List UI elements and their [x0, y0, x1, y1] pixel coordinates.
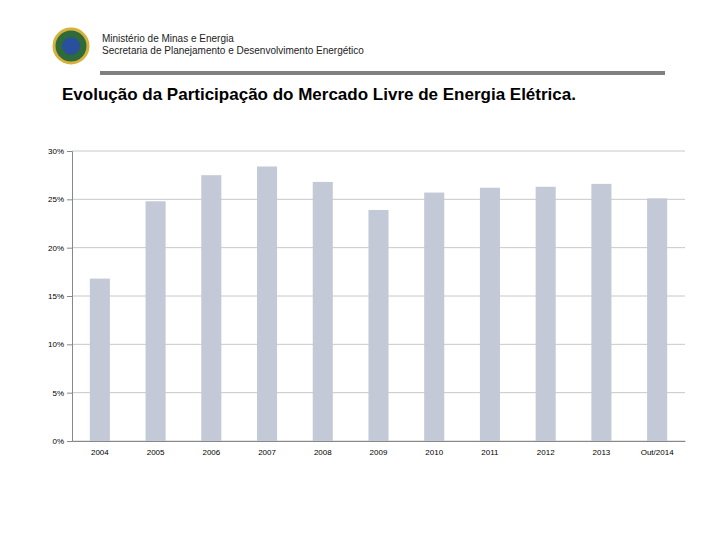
- x-tick-label: 2005: [147, 448, 165, 457]
- x-tick: 2012: [537, 441, 555, 457]
- emblem-center: [62, 37, 80, 55]
- x-axis-line: [73, 441, 686, 442]
- x-tick-label: 2008: [314, 448, 332, 457]
- bar: [146, 201, 166, 441]
- y-tick-mark: [67, 199, 72, 200]
- bar: [591, 184, 611, 441]
- chart-svg: Ministério de Minas e EnergiaSecretaria …: [0, 0, 720, 540]
- x-tick-label: 2010: [425, 448, 443, 457]
- y-tick: 15%: [48, 292, 72, 301]
- y-tick: 25%: [48, 195, 72, 204]
- y-tick-mark: [67, 344, 72, 345]
- x-tick: 2009: [370, 441, 388, 457]
- y-tick-label: 20%: [48, 244, 64, 253]
- x-tick: 2005: [147, 441, 165, 457]
- bar: [480, 188, 500, 441]
- y-tick-mark: [67, 296, 72, 297]
- y-tick-label: 5%: [52, 389, 64, 398]
- y-tick: 10%: [48, 340, 72, 349]
- x-tick-label: 2012: [537, 448, 555, 457]
- x-tick: 2006: [202, 441, 220, 457]
- y-tick-mark: [67, 151, 72, 152]
- bars: [90, 166, 667, 441]
- x-tick: 2011: [481, 441, 499, 457]
- emblem: [54, 29, 88, 63]
- grid: [72, 151, 685, 441]
- bar: [424, 193, 444, 441]
- header-text: Ministério de Minas e Energia: [102, 33, 234, 44]
- y-tick-label: 25%: [48, 195, 64, 204]
- emblem-ring: [54, 29, 88, 63]
- x-axis: 2004 2005 2006 2007 2008 2009 2010 2011 2012 2013…: [73, 441, 686, 457]
- y-tick-mark: [67, 248, 72, 249]
- y-tick: 5%: [52, 389, 72, 398]
- y-tick-label: 10%: [48, 340, 64, 349]
- y-tick-label: 15%: [48, 292, 64, 301]
- x-tick: 2010: [425, 441, 443, 457]
- x-tick: 2007: [258, 441, 276, 457]
- bar: [368, 210, 388, 441]
- x-tick-label: 2006: [202, 448, 220, 457]
- y-tick-label: 0%: [52, 437, 64, 446]
- y-tick-mark: [67, 393, 72, 394]
- header-text: Secretaria de Planejamento e Desenvolvim…: [102, 45, 364, 56]
- chart-title: Evolução da Participação do Mercado Livr…: [62, 85, 576, 104]
- y-axis: 0% 5% 10% 15% 20% 25% 30%: [48, 147, 73, 446]
- y-tick: 30%: [48, 147, 72, 156]
- y-tick: 0%: [52, 437, 72, 446]
- x-tick-label: 2011: [481, 448, 499, 457]
- x-tick: 2004: [91, 441, 109, 457]
- x-tick: 2013: [593, 441, 611, 457]
- bar: [257, 166, 277, 441]
- grid-line: [72, 151, 685, 152]
- x-tick-label: 2013: [593, 448, 611, 457]
- x-tick-label: Out/2014: [641, 448, 674, 457]
- bar: [536, 187, 556, 441]
- y-tick-mark: [67, 441, 72, 442]
- bar: [90, 279, 110, 441]
- x-tick-label: 2004: [91, 448, 109, 457]
- x-tick-label: 2009: [370, 448, 388, 457]
- bar: [647, 198, 667, 441]
- bar: [313, 182, 333, 441]
- bar: [201, 175, 221, 441]
- x-tick: 2008: [314, 441, 332, 457]
- x-tick-label: 2007: [258, 448, 276, 457]
- y-axis-line: [67, 152, 73, 442]
- y-tick-label: 30%: [48, 147, 64, 156]
- x-tick: Out/2014: [641, 441, 674, 457]
- header-rule: [100, 71, 665, 75]
- y-tick: 20%: [48, 244, 72, 253]
